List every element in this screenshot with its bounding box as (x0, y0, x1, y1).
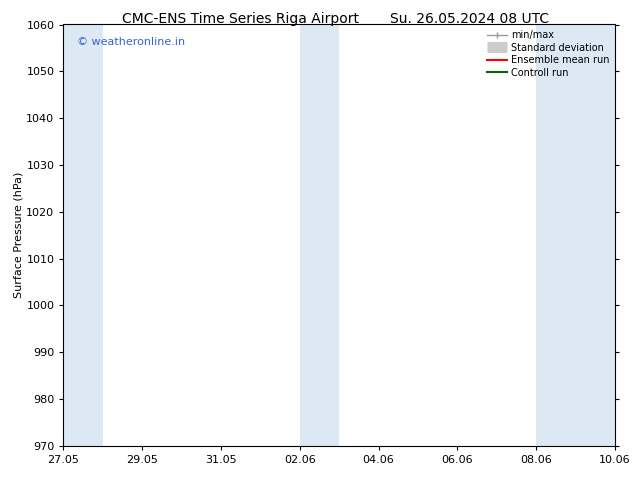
Text: CMC-ENS Time Series Riga Airport: CMC-ENS Time Series Riga Airport (122, 12, 359, 26)
Bar (63, 24, 103, 446)
Text: © weatheronline.in: © weatheronline.in (77, 37, 185, 47)
Bar (536, 24, 615, 446)
Text: Su. 26.05.2024 08 UTC: Su. 26.05.2024 08 UTC (390, 12, 548, 26)
Bar (300, 24, 339, 446)
Legend: min/max, Standard deviation, Ensemble mean run, Controll run: min/max, Standard deviation, Ensemble me… (483, 26, 613, 81)
Y-axis label: Surface Pressure (hPa): Surface Pressure (hPa) (13, 172, 23, 298)
